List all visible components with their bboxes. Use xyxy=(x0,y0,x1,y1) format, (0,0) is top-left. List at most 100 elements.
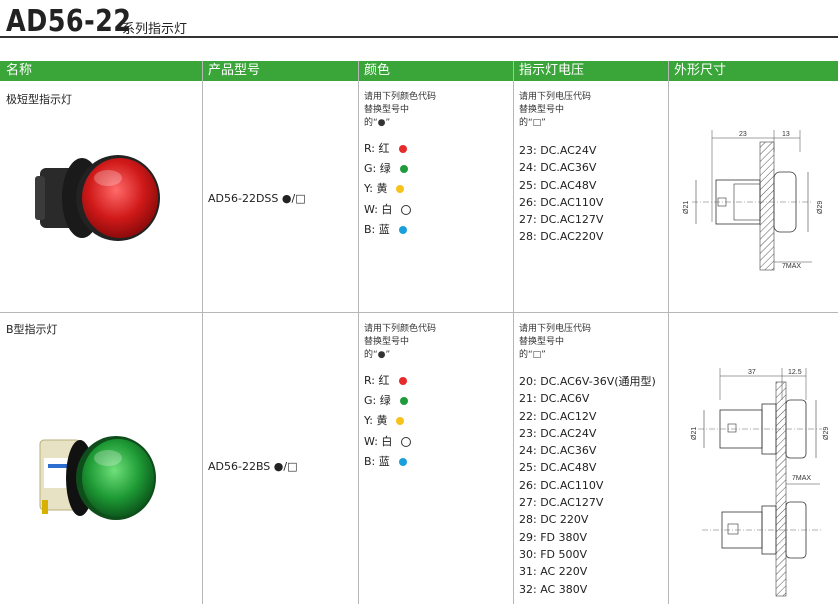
color-swatch-icon xyxy=(398,145,407,153)
product-name: 极短型指示灯 xyxy=(6,93,72,106)
voltage-option: 24: DC.AC36V xyxy=(519,161,597,175)
voltage-note: 请用下列电压代码 替换型号中 的“□” xyxy=(519,91,591,130)
divider xyxy=(358,61,359,604)
dim-flange: 12.5 xyxy=(788,369,802,376)
voltage-option: 31: AC 220V xyxy=(519,565,588,579)
voltage-option: 20: DC.AC6V-36V(通用型) xyxy=(519,375,656,388)
note-line: 请用下列电压代码 xyxy=(519,92,592,102)
color-label: W: 白 xyxy=(364,434,393,448)
note-line: 替换型号中 xyxy=(519,105,565,115)
color-label: W: 白 xyxy=(364,202,393,216)
voltage-option: 25: DC.AC48V xyxy=(519,461,597,475)
color-list: R: 红 G: 绿 Y: 黄 W: 白 B: 蓝 xyxy=(364,139,412,240)
note-line: 请用下列颜色代码 xyxy=(364,92,437,102)
voltage-option: 22: DC.AC12V xyxy=(519,409,597,423)
note-line: 请用下列电压代码 xyxy=(519,324,592,334)
color-note: 请用下列颜色代码 替换型号中 的“●” xyxy=(364,323,436,362)
color-swatch-icon xyxy=(398,225,407,234)
voltage-option: 25: DC.AC48V xyxy=(519,178,597,192)
color-swatch-icon xyxy=(399,165,408,174)
color-option: R: 红 xyxy=(364,139,411,159)
voltage-option: 24: DC.AC36V xyxy=(519,444,597,458)
color-label: Y: 黄 xyxy=(364,182,388,196)
product-model: AD56-22DSS ●/□ xyxy=(208,192,306,205)
color-option: R: 红 xyxy=(364,371,411,391)
product-model: AD56-22BS ●/□ xyxy=(208,460,298,473)
col-color: 颜色 xyxy=(364,63,391,78)
color-option: W: 白 xyxy=(364,200,412,220)
voltage-option: 23: DC.AC24V xyxy=(519,144,597,157)
voltage-list: 20: DC.AC6V-36V(通用型) 21: DC.AC6V 22: DC.AC… xyxy=(519,373,656,598)
dim-dia-small: Ø21 xyxy=(691,427,698,440)
color-swatch-icon xyxy=(401,204,412,215)
color-option: B: 蓝 xyxy=(364,220,411,240)
color-swatch-icon xyxy=(396,185,405,194)
dim-dia-small: Ø21 xyxy=(683,201,690,214)
voltage-option: 27: DC.AC127V xyxy=(519,496,604,510)
indicator-lamp-green-image xyxy=(39,436,156,520)
color-option: W: 白 xyxy=(364,432,412,452)
color-label: R: 红 xyxy=(364,374,390,387)
voltage-list: 23: DC.AC24V 24: DC.AC36V 25: DC.AC48V 26: … xyxy=(519,142,603,246)
note-line: 的“□” xyxy=(519,350,546,360)
color-option: G: 绿 xyxy=(364,391,411,411)
voltage-option: 28: DC.AC220V xyxy=(519,230,604,244)
color-list: R: 红 G: 绿 Y: 黄 W: 白 B: 蓝 xyxy=(364,371,412,472)
dim-length: 37 xyxy=(748,369,756,376)
voltage-option: 30: FD 500V xyxy=(519,547,588,561)
dim-panel: 7MAX xyxy=(792,475,811,482)
page-title: AD56-22 系列指示灯 xyxy=(6,4,187,44)
dim-flange: 13 xyxy=(782,131,790,138)
note-line: 的“□” xyxy=(519,118,546,128)
color-label: R: 红 xyxy=(364,142,390,155)
col-model: 产品型号 xyxy=(208,63,261,78)
voltage-option: 26: DC.AC110V xyxy=(519,195,604,209)
note-line: 替换型号中 xyxy=(519,337,565,347)
color-swatch-icon xyxy=(398,457,407,466)
product-name: B型指示灯 xyxy=(6,323,58,336)
color-label: B: 蓝 xyxy=(364,454,390,468)
note-line: 的“●” xyxy=(364,350,391,360)
color-option: B: 蓝 xyxy=(364,452,411,472)
divider xyxy=(202,61,203,604)
dim-dia-large: Ø29 xyxy=(817,201,824,214)
dim-dia-large: Ø29 xyxy=(823,427,830,440)
col-voltage: 指示灯电压 xyxy=(519,63,585,78)
color-note: 请用下列颜色代码 替换型号中 的“●” xyxy=(364,91,436,130)
voltage-note: 请用下列电压代码 替换型号中 的“□” xyxy=(519,323,591,362)
col-name: 名称 xyxy=(6,63,33,78)
voltage-option: 32: AC 380V xyxy=(519,582,588,596)
color-label: B: 蓝 xyxy=(364,222,390,236)
note-line: 替换型号中 xyxy=(364,105,410,115)
dimension-drawing: 37 12.5 Ø21 Ø29 7MAX xyxy=(691,368,830,597)
color-label: G: 绿 xyxy=(364,162,391,176)
color-swatch-icon xyxy=(396,417,405,426)
dim-length: 23 xyxy=(739,131,747,138)
color-label: Y: 黄 xyxy=(364,414,388,428)
dim-panel: 7MAX xyxy=(782,263,801,270)
divider xyxy=(513,61,514,604)
voltage-option: 21: DC.AC6V xyxy=(519,392,590,406)
row-divider xyxy=(0,312,838,313)
color-label: G: 绿 xyxy=(364,394,391,408)
color-swatch-icon xyxy=(398,377,407,385)
voltage-option: 28: DC 220V xyxy=(519,513,589,527)
color-swatch-icon xyxy=(399,397,408,406)
voltage-option: 29: FD 380V xyxy=(519,530,588,544)
voltage-option: 23: DC.AC24V xyxy=(519,426,597,440)
color-swatch-icon xyxy=(401,436,412,447)
title-rule xyxy=(0,36,838,38)
dimension-drawing: 23 13 Ø21 Ø29 7MAX xyxy=(683,130,824,271)
indicator-lamp-red-image xyxy=(35,155,160,241)
note-line: 请用下列颜色代码 xyxy=(364,324,437,334)
color-option: Y: 黄 xyxy=(364,411,411,431)
title-model: AD56-22 xyxy=(6,4,132,39)
color-option: Y: 黄 xyxy=(364,179,411,199)
divider xyxy=(668,61,669,604)
col-dimensions: 外形尺寸 xyxy=(674,63,727,78)
voltage-option: 27: DC.AC127V xyxy=(519,213,604,227)
color-option: G: 绿 xyxy=(364,159,411,179)
note-line: 的“●” xyxy=(364,118,391,128)
table-header: 名称 产品型号 颜色 指示灯电压 外形尺寸 xyxy=(0,61,838,81)
title-suffix: 系列指示灯 xyxy=(122,22,188,37)
